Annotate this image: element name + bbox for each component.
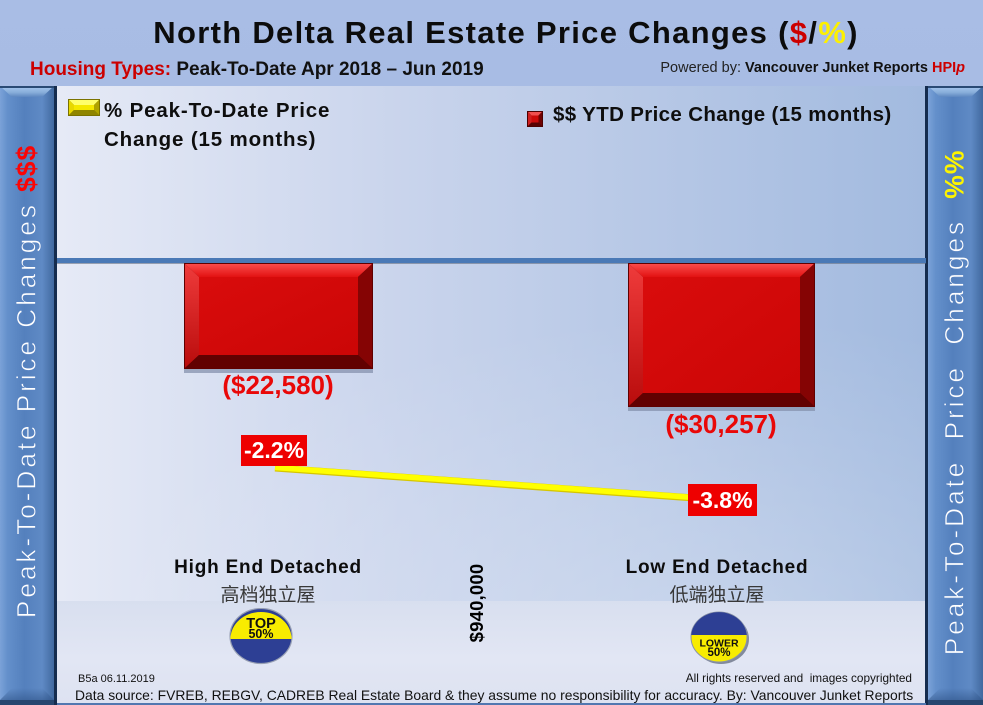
svg-text:TOP: TOP bbox=[246, 616, 276, 632]
svg-text:LOWER: LOWER bbox=[699, 638, 738, 650]
svg-text:50%: 50% bbox=[707, 647, 730, 659]
svg-text:50%: 50% bbox=[248, 627, 273, 641]
